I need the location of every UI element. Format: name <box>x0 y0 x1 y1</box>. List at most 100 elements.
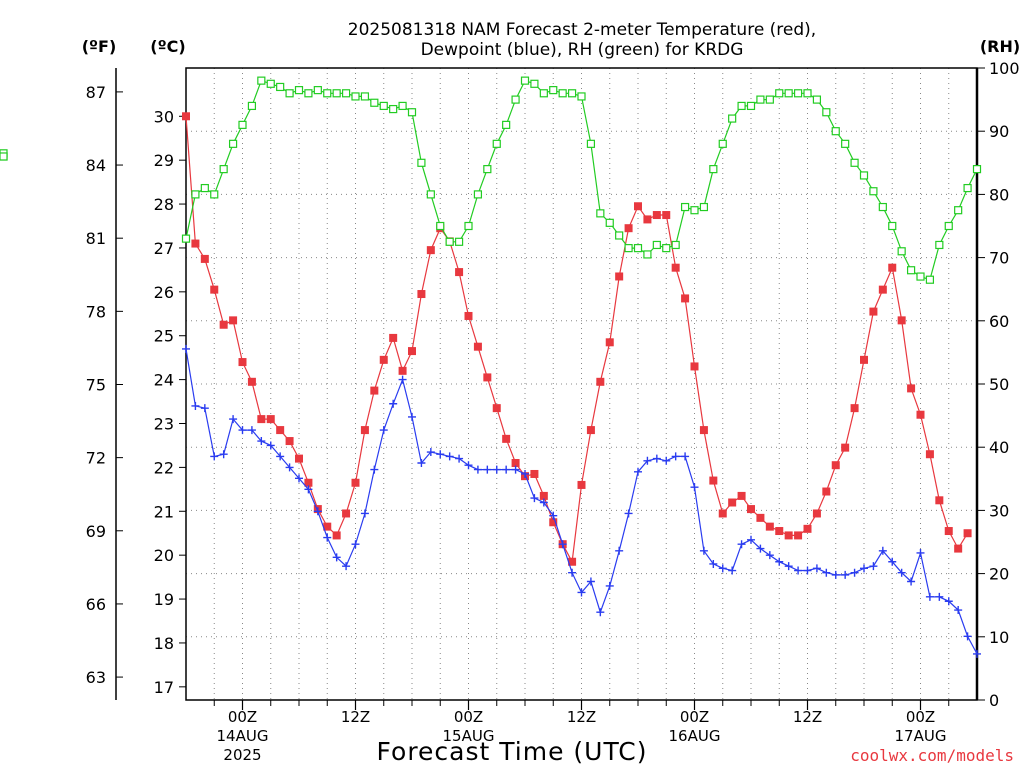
dewpoint-point <box>389 399 398 408</box>
temperature-point <box>191 239 200 248</box>
dewpoint-point <box>511 465 520 474</box>
temperature-point <box>304 478 313 487</box>
dewpoint-point <box>313 507 322 516</box>
rh-point <box>888 221 897 231</box>
dewpoint-point <box>229 415 238 424</box>
rh-point <box>841 139 850 148</box>
dewpoint-point <box>605 581 614 590</box>
dewpoint-point <box>869 562 878 571</box>
dewpoint-point <box>247 426 256 435</box>
temperature-point <box>841 443 850 452</box>
temperature-point <box>285 437 294 446</box>
dewpoint-point <box>963 632 972 641</box>
x-tick-date-label: 16AUG <box>669 727 721 745</box>
temperature-point <box>276 426 285 435</box>
celsius-tick-label: 26 <box>154 283 174 302</box>
dewpoint-point <box>276 452 285 461</box>
rh-point <box>859 171 869 180</box>
rh-point <box>756 95 765 104</box>
x-axis-title: Forecast Time (UTC) <box>377 737 648 766</box>
rh-point <box>972 165 982 174</box>
temperature-point <box>822 487 831 496</box>
temperature-point <box>690 362 699 371</box>
rh-point <box>803 89 812 98</box>
fahrenheit-tick-label: 72 <box>86 449 106 468</box>
x-tick-label: 00Z <box>454 708 483 726</box>
temperature-point <box>586 426 595 435</box>
dewpoint-point <box>812 564 821 573</box>
rh-point <box>652 240 661 250</box>
dewpoint-point <box>577 588 586 597</box>
dewpoint-point <box>266 441 275 450</box>
rh-point <box>304 89 313 98</box>
dewpoint-point <box>794 566 803 575</box>
rh-tick-label: 100 <box>989 59 1020 78</box>
x-tick-year-label: 2025 <box>223 746 261 764</box>
celsius-tick-label: 25 <box>154 327 174 346</box>
temperature-point <box>728 498 737 507</box>
rh-point <box>483 165 492 174</box>
rh-point <box>370 98 379 107</box>
temperature-point <box>389 333 398 342</box>
rh-point <box>812 95 822 104</box>
rh-point <box>379 101 388 111</box>
temperature-point <box>247 377 256 386</box>
temperature-point <box>878 285 887 294</box>
temperature-point <box>266 415 275 424</box>
fahrenheit-tick-label: 87 <box>86 83 106 102</box>
temperature-point <box>784 531 793 540</box>
rh-point <box>906 266 916 275</box>
celsius-tick-label: 21 <box>154 502 174 521</box>
rh-tick-label: 20 <box>989 565 1009 584</box>
temperature-point <box>182 112 190 121</box>
celsius-unit-label: (ºC) <box>150 37 185 56</box>
temperature-point <box>360 426 369 435</box>
temperature-point <box>342 509 351 518</box>
rh-point <box>276 82 285 92</box>
celsius-tick-label: 23 <box>154 415 174 434</box>
dewpoint-point <box>323 533 332 542</box>
dewpoint-point <box>652 454 661 463</box>
celsius-tick-label: 30 <box>154 107 174 126</box>
temperature-point <box>483 373 492 382</box>
temperature-point <box>897 316 906 325</box>
dewpoint-point <box>860 564 868 573</box>
celsius-tick-label: 27 <box>154 239 174 258</box>
temperature-point <box>502 434 511 443</box>
rh-point <box>238 120 247 129</box>
credit-text: coolwx.com/models <box>850 746 1014 765</box>
x-tick-date-label: 17AUG <box>895 727 947 745</box>
dewpoint-point <box>596 608 605 617</box>
rh-point <box>690 206 699 215</box>
temperature-series <box>182 112 972 566</box>
temperature-point <box>803 524 812 533</box>
temperature-point <box>455 268 464 277</box>
celsius-tick-label: 17 <box>154 678 174 697</box>
rh-point <box>878 202 887 212</box>
dewpoint-point <box>502 465 511 474</box>
dewpoint-point <box>295 474 303 483</box>
dewpoint-point <box>662 456 671 465</box>
rh-point <box>746 101 756 111</box>
rh-point <box>709 165 718 174</box>
dewpoint-point <box>944 597 953 606</box>
axes: 63 66 69 72 75 78 81 84 87 17 18 19 20 21 22 23 24 25 26 27… <box>86 59 1020 764</box>
temperature-point <box>530 469 539 478</box>
dewpoint-point <box>643 456 652 465</box>
celsius-tick-label: 18 <box>154 634 174 653</box>
rh-point <box>718 139 727 148</box>
temperature-point <box>699 426 708 435</box>
dewpoint-point <box>935 592 944 601</box>
x-tick-date-label: 15AUG <box>443 727 495 745</box>
rh-point <box>210 190 219 199</box>
dewpoint-point <box>285 463 294 472</box>
temperature-point <box>577 480 586 489</box>
dewpoint-point <box>426 448 435 457</box>
dewpoint-point <box>257 437 266 446</box>
celsius-tick-label: 29 <box>154 151 174 170</box>
rh-point <box>530 79 539 88</box>
dewpoint-point <box>615 546 624 555</box>
dewpoint-point <box>690 483 699 492</box>
dewpoint-point <box>907 577 916 586</box>
